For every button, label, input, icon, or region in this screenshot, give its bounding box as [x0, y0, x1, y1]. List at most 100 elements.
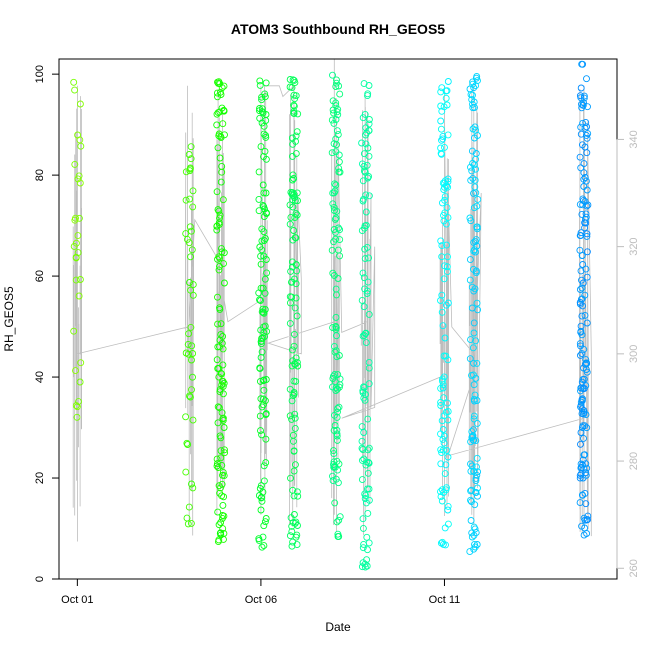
data-point [579, 474, 587, 482]
data-point [334, 405, 342, 412]
data-point [469, 125, 477, 133]
data-point [360, 384, 368, 392]
data-point [581, 174, 589, 181]
data-point [290, 330, 298, 338]
data-point [359, 177, 367, 185]
data-point [365, 192, 373, 200]
data-point [256, 105, 263, 112]
data-point [359, 524, 367, 532]
data-point [469, 371, 477, 379]
data-point [74, 232, 82, 240]
data-point [189, 281, 197, 289]
data-point [257, 395, 265, 403]
data-point [215, 364, 223, 372]
data-point [294, 197, 301, 205]
data-point [289, 152, 296, 160]
data-point [441, 143, 448, 151]
data-point [330, 119, 338, 127]
data-point [291, 95, 299, 103]
data-point [334, 246, 342, 254]
y-axis-label: RH_GEOS5 [2, 286, 16, 352]
data-point [582, 469, 590, 477]
data-point [289, 171, 297, 179]
data-point [187, 253, 194, 261]
data-point [288, 293, 296, 301]
data-point [578, 397, 586, 404]
data-point [219, 361, 227, 369]
data-point [365, 82, 373, 89]
data-point [336, 168, 344, 176]
data-point [219, 501, 227, 509]
data-point [582, 210, 590, 218]
data-point [580, 94, 588, 102]
data-point [583, 149, 591, 157]
data-point [362, 140, 370, 148]
data-point [215, 220, 223, 228]
data-point [577, 229, 585, 237]
data-point [580, 451, 588, 459]
data-point [439, 375, 446, 383]
data-point [258, 431, 266, 439]
data-point [439, 540, 447, 548]
data-point [579, 201, 587, 209]
data-point [578, 424, 586, 431]
data-point [289, 203, 297, 211]
data-point [71, 216, 79, 224]
data-point [214, 78, 221, 86]
data-point [260, 189, 268, 197]
data-point [466, 548, 474, 556]
data-point [213, 226, 221, 234]
data-point [365, 539, 373, 547]
data-point [359, 197, 367, 205]
data-point [577, 130, 585, 138]
scatter-points-group [70, 60, 592, 571]
data-point [263, 327, 271, 335]
data-point [438, 497, 446, 505]
data-point [364, 90, 372, 98]
data-point [215, 536, 223, 544]
data-point [330, 426, 338, 434]
data-point [360, 429, 368, 436]
data-point [437, 125, 445, 133]
data-point [360, 394, 368, 402]
data-point [441, 177, 449, 185]
data-point [182, 468, 190, 476]
data-point [365, 358, 373, 366]
data-point [257, 427, 264, 435]
data-point [441, 262, 448, 270]
data-point [262, 155, 270, 163]
data-point [365, 173, 373, 180]
data-point [334, 466, 342, 474]
data-point [255, 207, 263, 215]
data-point [442, 461, 450, 469]
data-point [470, 381, 478, 389]
data-point [214, 109, 222, 117]
data-point [443, 182, 450, 190]
data-point [259, 109, 267, 117]
data-point [576, 232, 584, 240]
data-point [261, 275, 269, 283]
data-point [358, 444, 366, 452]
data-point [361, 168, 369, 176]
data-point [333, 413, 341, 421]
data-point [364, 278, 372, 286]
data-point [577, 429, 585, 436]
data-point [363, 129, 371, 137]
data-point [256, 364, 264, 372]
data-point [438, 253, 446, 261]
data-point [330, 140, 338, 148]
data-point [438, 84, 446, 92]
data-point [444, 502, 452, 510]
data-point [258, 403, 266, 411]
data-point [290, 227, 298, 234]
data-point [258, 237, 266, 245]
data-point [580, 407, 588, 415]
data-point [262, 133, 270, 141]
data-point [72, 367, 79, 375]
y-tick-label: 60 [34, 270, 46, 282]
data-point [329, 383, 336, 391]
data-point [286, 83, 294, 91]
data-point [583, 248, 591, 256]
data-point [583, 232, 591, 240]
data-point [261, 306, 269, 313]
